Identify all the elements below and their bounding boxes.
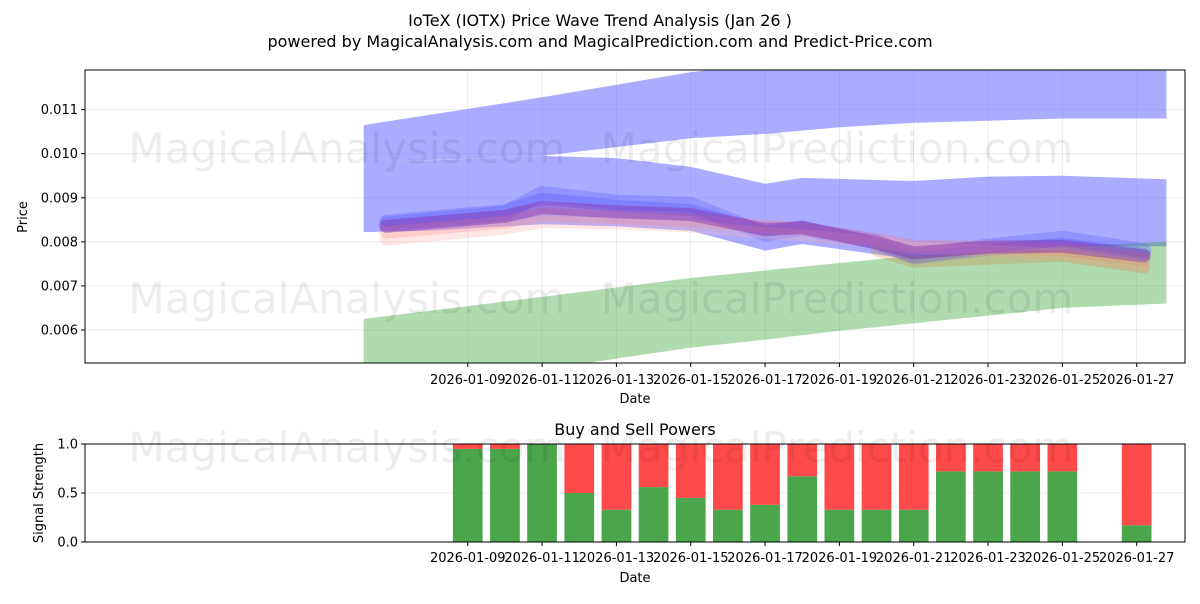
signal-y-axis: 0.0 0.5 1.0	[57, 438, 85, 551]
price-y-axis-label: Price	[16, 201, 31, 233]
middle-blue-band	[363, 155, 1167, 260]
buy-bar-2026-01-23	[973, 471, 1003, 542]
price-x-tick-label-2026-01-21: 2026-01-21	[876, 373, 952, 388]
watermark-top-left: MagicalAnalysis.com	[129, 124, 566, 173]
buy-bar-2026-01-13	[601, 509, 632, 542]
price-bands	[363, 70, 1167, 363]
signal-x-tick-label-2026-01-09: 2026-01-09	[430, 551, 506, 566]
signal-panel-title: Buy and Sell Powers	[554, 420, 716, 439]
price-x-tick-label-2026-01-25: 2026-01-25	[1025, 373, 1101, 388]
price-x-tick-label-2026-01-27: 2026-01-27	[1099, 373, 1175, 388]
signal-x-tick-label-2026-01-11: 2026-01-11	[504, 551, 580, 566]
sell-bar-2026-01-27	[1121, 444, 1152, 526]
buy-bar-2026-01-25	[1047, 471, 1078, 542]
buy-bar-2026-01-14	[638, 487, 669, 542]
watermark-bottom-left: MagicalAnalysis.com	[129, 423, 566, 472]
watermark-mid-left: MagicalAnalysis.com	[129, 274, 566, 323]
buy-bar-2026-01-17	[750, 504, 780, 542]
price-x-tick-label-2026-01-13: 2026-01-13	[579, 373, 655, 388]
chart-subtitle: powered by MagicalAnalysis.com and Magic…	[267, 32, 932, 51]
price-panel: MagicalAnalysis.com MagicalPrediction.co…	[16, 69, 1186, 407]
buy-bar-2026-01-21	[898, 509, 929, 542]
signal-x-tick-label-2026-01-21: 2026-01-21	[876, 551, 952, 566]
price-x-tick-label-2026-01-19: 2026-01-19	[802, 373, 878, 388]
sell-bar-2026-01-13	[601, 444, 632, 510]
buy-bar-2026-01-18	[787, 476, 818, 542]
sell-bar-2026-01-09	[452, 444, 483, 449]
signal-y-tick-label-1-0: 1.0	[57, 438, 78, 453]
price-y-tick-label-0-008: 0.008	[41, 235, 78, 250]
buy-bar-2026-01-11	[527, 444, 557, 542]
sell-bar-2026-01-12	[564, 444, 595, 493]
sell-bar-2026-01-20	[861, 444, 892, 510]
buy-bar-2026-01-16	[713, 509, 743, 542]
sell-bar-2026-01-14	[638, 444, 669, 488]
price-x-tick-label-2026-01-15: 2026-01-15	[653, 373, 729, 388]
signal-x-tick-label-2026-01-13: 2026-01-13	[579, 551, 655, 566]
price-wave-line-1	[378, 185, 1152, 264]
buy-bar-2026-01-09	[452, 448, 483, 542]
price-y-tick-label-0-009: 0.009	[41, 191, 78, 206]
price-x-axis: 2026-01-092026-01-112026-01-132026-01-15…	[430, 363, 1174, 388]
sell-bar-2026-01-18	[787, 444, 818, 477]
price-wave-line-4	[380, 216, 1151, 273]
signal-y-tick-label-0-5: 0.5	[57, 487, 78, 502]
watermark-top-right: MagicalPrediction.com	[601, 124, 1074, 173]
watermark-bottom-right: MagicalPrediction.com	[601, 423, 1074, 472]
price-x-tick-label-2026-01-17: 2026-01-17	[727, 373, 803, 388]
sell-bar-2026-01-16	[713, 444, 743, 510]
signal-x-tick-label-2026-01-15: 2026-01-15	[653, 551, 729, 566]
price-wave-line-2	[380, 192, 1151, 265]
price-x-tick-label-2026-01-11: 2026-01-11	[504, 373, 580, 388]
price-y-tick-label-0-010: 0.010	[41, 147, 78, 162]
signal-x-axis: 2026-01-092026-01-112026-01-132026-01-15…	[430, 542, 1174, 566]
buy-bar-2026-01-27	[1121, 525, 1152, 542]
sell-bar-2026-01-25	[1047, 444, 1078, 472]
signal-x-tick-label-2026-01-19: 2026-01-19	[802, 551, 878, 566]
watermark-mid-right: MagicalPrediction.com	[601, 274, 1074, 323]
sell-bar-2026-01-15	[675, 444, 706, 498]
signal-x-axis-label: Date	[619, 571, 650, 586]
buy-bar-2026-01-15	[675, 497, 706, 542]
price-wave-line-5	[870, 244, 1151, 274]
upper-blue-band	[363, 70, 1167, 163]
price-plot-frame	[84, 69, 1186, 364]
lower-green-band	[363, 241, 1167, 363]
price-y-tick-label-0-011: 0.011	[41, 103, 78, 118]
signal-y-tick-label-0-0: 0.0	[57, 536, 78, 551]
signal-x-tick-label-2026-01-23: 2026-01-23	[950, 551, 1026, 566]
sell-bar-2026-01-19	[824, 444, 855, 510]
price-wave-lines	[378, 185, 1152, 274]
buy-bar-2026-01-20	[861, 509, 892, 542]
signal-x-tick-label-2026-01-17: 2026-01-17	[727, 551, 803, 566]
buy-bar-2026-01-12	[564, 493, 595, 542]
chart-title: IoTeX (IOTX) Price Wave Trend Analysis (…	[408, 11, 792, 30]
price-wave-line-6	[379, 201, 1151, 263]
sell-bar-2026-01-23	[973, 444, 1003, 472]
price-y-tick-label-0-007: 0.007	[41, 279, 78, 294]
buy-bar-2026-01-22	[936, 471, 966, 542]
signal-x-tick-label-2026-01-27: 2026-01-27	[1099, 551, 1175, 566]
buy-bar-2026-01-10	[490, 448, 520, 542]
buy-bar-2026-01-19	[824, 509, 855, 542]
sell-bar-2026-01-21	[898, 444, 929, 510]
buy-bar-2026-01-24	[1010, 471, 1040, 542]
sell-bar-2026-01-24	[1010, 444, 1040, 472]
signal-bars	[452, 444, 1152, 542]
signal-x-tick-label-2026-01-25: 2026-01-25	[1025, 551, 1101, 566]
price-y-axis: 0.006 0.007 0.008 0.009 0.010 0.011	[41, 103, 85, 338]
price-x-axis-label: Date	[619, 392, 650, 407]
sell-bar-2026-01-17	[750, 444, 780, 505]
price-x-tick-label-2026-01-23: 2026-01-23	[950, 373, 1026, 388]
price-wave-line-3	[379, 208, 1151, 266]
price-x-tick-label-2026-01-09: 2026-01-09	[430, 373, 506, 388]
sell-bar-2026-01-22	[936, 444, 966, 472]
signal-y-axis-label: Signal Strength	[32, 443, 47, 543]
signal-panel: Buy and Sell Powers MagicalAnalysis.com …	[32, 420, 1186, 586]
sell-bar-2026-01-10	[490, 444, 520, 449]
price-y-tick-label-0-006: 0.006	[41, 323, 78, 338]
